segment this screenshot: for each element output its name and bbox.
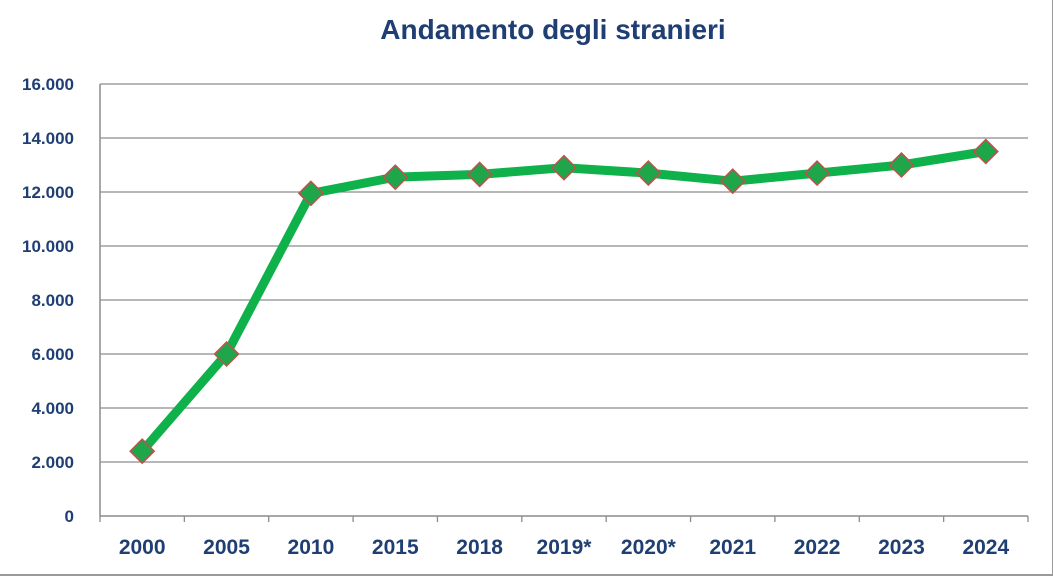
data-point-marker (804, 160, 831, 187)
data-point-marker (297, 180, 324, 207)
y-tick-label: 4.000 (31, 399, 74, 418)
x-tick-label: 2005 (203, 536, 250, 559)
series-line (137, 147, 991, 456)
y-tick-label: 6.000 (31, 345, 74, 364)
x-tick-label: 2022 (794, 536, 841, 559)
y-tick-label: 8.000 (31, 291, 74, 310)
y-tick-label: 14.000 (22, 129, 74, 148)
y-tick-label: 2.000 (31, 453, 74, 472)
x-tick-label: 2020* (621, 536, 677, 559)
data-point-marker (972, 138, 999, 165)
axes (99, 84, 1029, 522)
x-tick-label: 2024 (962, 536, 1009, 559)
data-point-marker (888, 151, 915, 179)
data-point-marker (719, 168, 746, 195)
y-tick-label: 0 (65, 507, 74, 526)
grid-lines (100, 83, 1028, 463)
data-point-marker (382, 164, 409, 191)
y-tick-label: 12.000 (22, 183, 74, 202)
x-tick-label: 2018 (456, 536, 503, 559)
data-point-marker (129, 438, 156, 465)
x-tick-label: 2019* (537, 536, 593, 559)
data-point-marker (213, 340, 240, 368)
y-tick-labels: 0 2.000 4.000 6.000 8.000 10.000 12.000 14.000 1… (22, 75, 74, 526)
data-point-marker (466, 161, 493, 188)
data-point-marker (550, 154, 578, 181)
x-tick-label: 2023 (878, 536, 925, 559)
x-tick-label: 2010 (288, 536, 335, 559)
y-tick-label: 10.000 (22, 237, 74, 256)
series (129, 138, 999, 465)
chart-title: Andamento degli stranieri (380, 14, 726, 45)
x-tick-label: 2015 (372, 536, 419, 559)
y-tick-label: 16.000 (22, 75, 74, 94)
x-tick-labels: 2000 2005 2010 2015 2018 2019* 2020* 2021 2022 20… (119, 536, 1010, 559)
data-point-marker (635, 160, 662, 187)
x-tick-label: 2000 (119, 536, 166, 559)
x-tick-label: 2021 (709, 536, 756, 559)
